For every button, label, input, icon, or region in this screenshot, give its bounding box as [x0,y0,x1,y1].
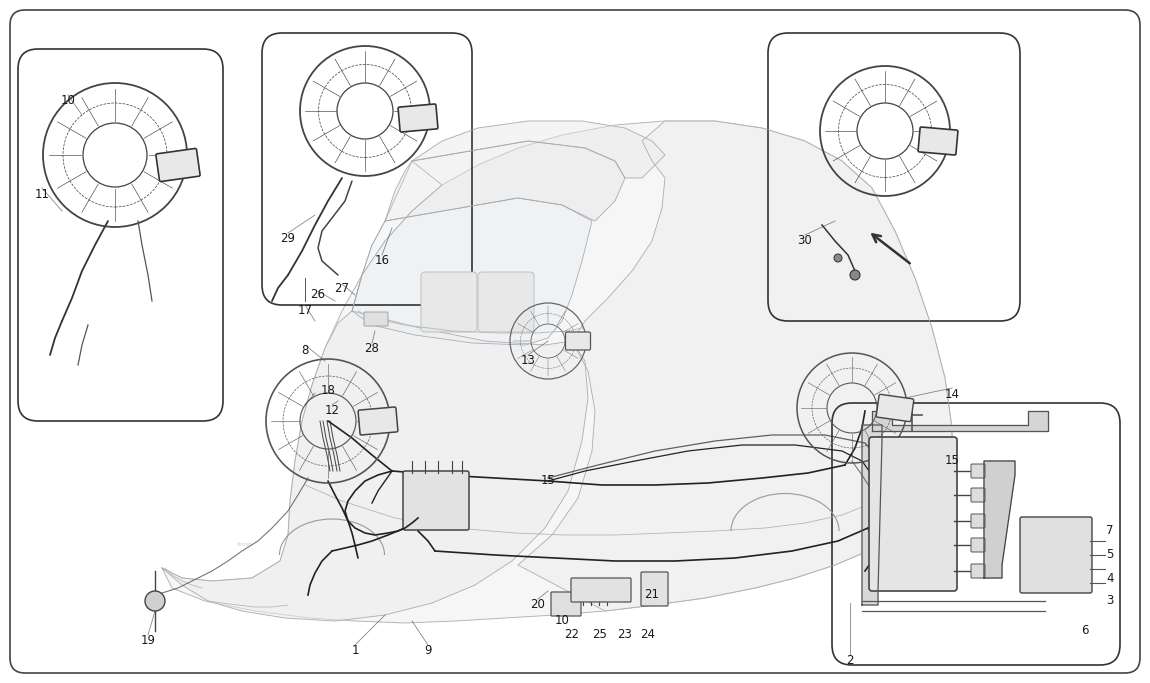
Text: 4: 4 [1106,572,1113,585]
FancyBboxPatch shape [971,488,986,502]
Circle shape [834,254,842,262]
Text: 21: 21 [644,589,659,602]
Polygon shape [162,311,588,621]
Text: 8: 8 [301,344,308,357]
Polygon shape [862,425,882,605]
Text: 20: 20 [530,598,545,611]
Text: 14: 14 [944,389,959,402]
Text: 11: 11 [34,189,49,201]
FancyBboxPatch shape [971,564,986,578]
Text: 10: 10 [61,94,76,107]
FancyBboxPatch shape [156,148,200,182]
Polygon shape [352,198,592,345]
Text: 28: 28 [365,342,380,354]
FancyBboxPatch shape [358,407,398,435]
FancyBboxPatch shape [869,437,957,591]
Circle shape [145,591,164,611]
Text: 2: 2 [846,654,853,667]
Text: 15: 15 [540,475,555,488]
FancyBboxPatch shape [478,272,534,332]
Text: 19: 19 [140,635,155,647]
Polygon shape [162,121,952,623]
FancyBboxPatch shape [566,332,590,350]
Text: 27: 27 [335,281,350,294]
FancyBboxPatch shape [402,471,469,530]
Text: 26: 26 [310,288,325,301]
Text: 17: 17 [298,305,313,318]
Text: 12: 12 [324,404,339,417]
FancyBboxPatch shape [572,578,631,602]
Text: 1: 1 [351,645,359,658]
Text: 24: 24 [641,628,656,641]
FancyBboxPatch shape [971,538,986,552]
FancyBboxPatch shape [365,312,388,326]
Text: 18: 18 [321,385,336,398]
Text: 13: 13 [521,354,536,367]
Text: 30: 30 [798,234,812,247]
FancyBboxPatch shape [918,127,958,155]
FancyBboxPatch shape [551,592,581,616]
Text: 5: 5 [1106,548,1113,561]
Text: 25: 25 [592,628,607,641]
FancyBboxPatch shape [876,394,914,421]
Text: 9: 9 [424,645,431,658]
Text: 3: 3 [1106,594,1113,607]
FancyBboxPatch shape [421,272,477,332]
Text: Ferrari: Ferrari [237,542,253,548]
Text: 7: 7 [1106,525,1113,538]
Text: 10: 10 [554,615,569,628]
Text: 16: 16 [375,255,390,268]
Text: 6: 6 [1081,624,1089,637]
Text: 22: 22 [565,628,580,641]
FancyBboxPatch shape [971,514,986,528]
Text: 23: 23 [618,628,633,641]
Text: 15: 15 [944,454,959,467]
Polygon shape [412,121,665,178]
Text: 29: 29 [281,232,296,245]
FancyBboxPatch shape [1020,517,1092,593]
Polygon shape [385,141,624,221]
FancyBboxPatch shape [398,104,438,132]
Polygon shape [984,461,1015,578]
Circle shape [850,270,860,280]
FancyBboxPatch shape [971,464,986,478]
FancyBboxPatch shape [641,572,668,606]
Polygon shape [518,121,952,611]
Polygon shape [872,411,1048,431]
